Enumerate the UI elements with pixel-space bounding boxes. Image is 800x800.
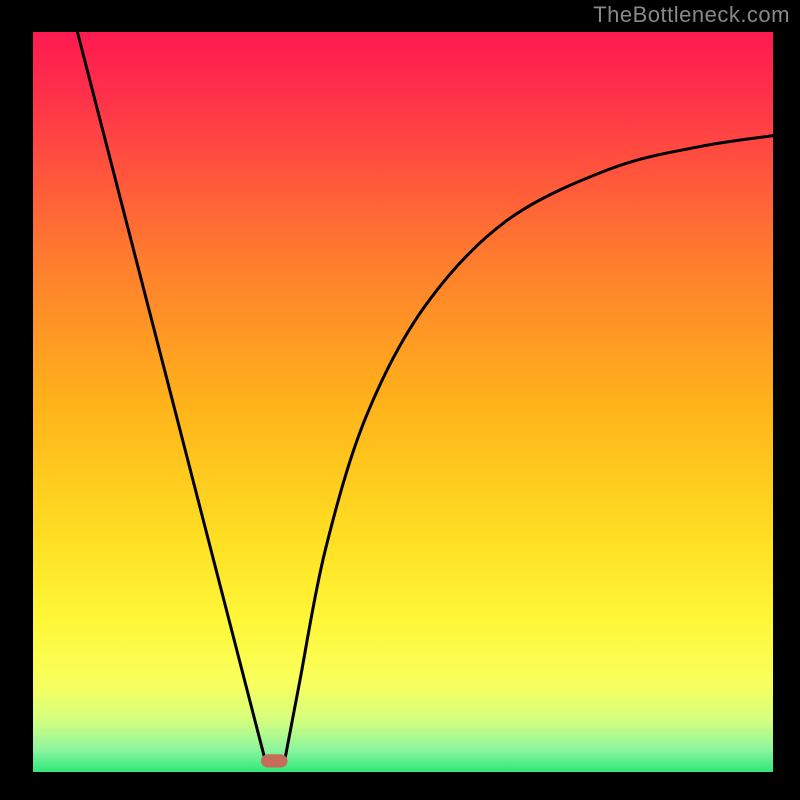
gradient-background [33,32,773,772]
minimum-marker [261,754,288,767]
watermark-text: TheBottleneck.com [593,2,790,28]
bottleneck-curve-chart [33,32,773,772]
plot-area [33,32,773,772]
chart-container: TheBottleneck.com [0,0,800,800]
